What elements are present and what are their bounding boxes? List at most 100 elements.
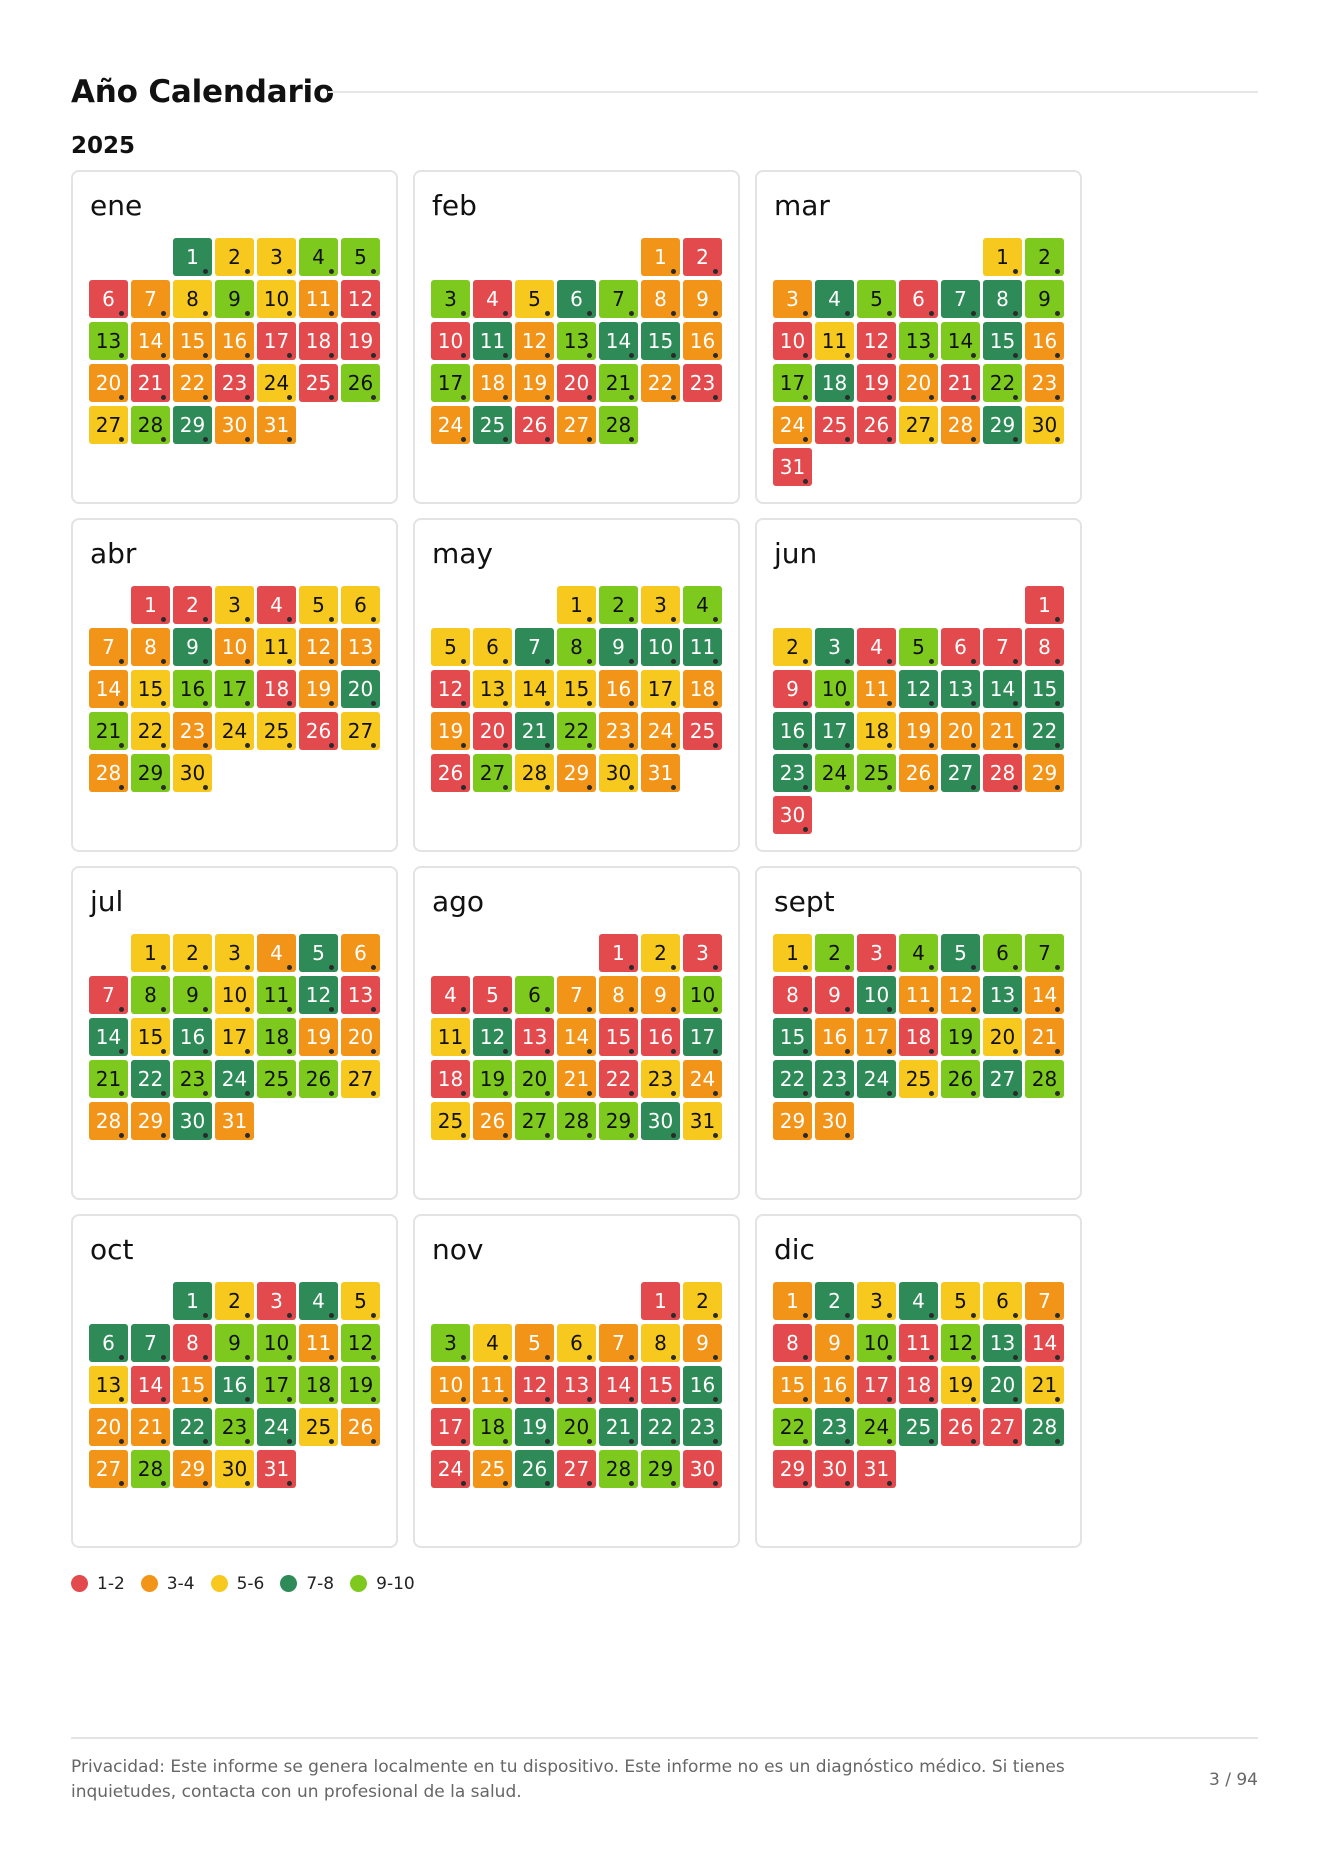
- day-cell[interactable]: 18: [299, 1366, 338, 1404]
- day-cell[interactable]: 10: [815, 670, 854, 708]
- day-cell[interactable]: 7: [557, 976, 596, 1014]
- day-cell[interactable]: 4: [257, 934, 296, 972]
- day-cell[interactable]: 29: [131, 754, 170, 792]
- day-cell[interactable]: 23: [683, 364, 722, 402]
- day-cell[interactable]: 29: [773, 1102, 812, 1140]
- day-cell[interactable]: 2: [599, 586, 638, 624]
- day-cell[interactable]: 26: [299, 712, 338, 750]
- day-cell[interactable]: 19: [341, 322, 380, 360]
- day-cell[interactable]: 31: [773, 448, 812, 486]
- day-cell[interactable]: 6: [89, 1324, 128, 1362]
- day-cell[interactable]: 28: [89, 1102, 128, 1140]
- day-cell[interactable]: 30: [173, 754, 212, 792]
- day-cell[interactable]: 29: [599, 1102, 638, 1140]
- day-cell[interactable]: 13: [89, 1366, 128, 1404]
- day-cell[interactable]: 10: [257, 1324, 296, 1362]
- day-cell[interactable]: 4: [857, 628, 896, 666]
- day-cell[interactable]: 12: [857, 322, 896, 360]
- day-cell[interactable]: 26: [341, 1408, 380, 1446]
- day-cell[interactable]: 27: [557, 406, 596, 444]
- day-cell[interactable]: 24: [215, 712, 254, 750]
- day-cell[interactable]: 16: [1025, 322, 1064, 360]
- day-cell[interactable]: 29: [173, 1450, 212, 1488]
- day-cell[interactable]: 19: [857, 364, 896, 402]
- day-cell[interactable]: 17: [215, 1018, 254, 1056]
- day-cell[interactable]: 23: [773, 754, 812, 792]
- day-cell[interactable]: 15: [773, 1366, 812, 1404]
- day-cell[interactable]: 4: [299, 238, 338, 276]
- day-cell[interactable]: 21: [89, 1060, 128, 1098]
- day-cell[interactable]: 5: [299, 934, 338, 972]
- day-cell[interactable]: 2: [815, 1282, 854, 1320]
- day-cell[interactable]: 31: [257, 406, 296, 444]
- day-cell[interactable]: 30: [641, 1102, 680, 1140]
- day-cell[interactable]: 27: [473, 754, 512, 792]
- day-cell[interactable]: 9: [215, 280, 254, 318]
- day-cell[interactable]: 3: [257, 238, 296, 276]
- day-cell[interactable]: 29: [557, 754, 596, 792]
- day-cell[interactable]: 17: [257, 322, 296, 360]
- day-cell[interactable]: 7: [983, 628, 1022, 666]
- day-cell[interactable]: 22: [1025, 712, 1064, 750]
- day-cell[interactable]: 26: [899, 754, 938, 792]
- day-cell[interactable]: 27: [515, 1102, 554, 1140]
- day-cell[interactable]: 11: [815, 322, 854, 360]
- day-cell[interactable]: 22: [641, 364, 680, 402]
- day-cell[interactable]: 18: [257, 670, 296, 708]
- day-cell[interactable]: 6: [557, 280, 596, 318]
- day-cell[interactable]: 8: [599, 976, 638, 1014]
- day-cell[interactable]: 4: [431, 976, 470, 1014]
- day-cell[interactable]: 10: [857, 976, 896, 1014]
- day-cell[interactable]: 18: [257, 1018, 296, 1056]
- day-cell[interactable]: 18: [815, 364, 854, 402]
- day-cell[interactable]: 15: [983, 322, 1022, 360]
- day-cell[interactable]: 25: [299, 364, 338, 402]
- day-cell[interactable]: 29: [173, 406, 212, 444]
- day-cell[interactable]: 30: [1025, 406, 1064, 444]
- day-cell[interactable]: 22: [131, 1060, 170, 1098]
- day-cell[interactable]: 14: [515, 670, 554, 708]
- day-cell[interactable]: 19: [299, 1018, 338, 1056]
- day-cell[interactable]: 17: [641, 670, 680, 708]
- day-cell[interactable]: 23: [815, 1408, 854, 1446]
- day-cell[interactable]: 25: [473, 406, 512, 444]
- day-cell[interactable]: 28: [89, 754, 128, 792]
- day-cell[interactable]: 11: [473, 322, 512, 360]
- day-cell[interactable]: 7: [89, 628, 128, 666]
- day-cell[interactable]: 18: [899, 1018, 938, 1056]
- day-cell[interactable]: 5: [431, 628, 470, 666]
- day-cell[interactable]: 16: [215, 1366, 254, 1404]
- day-cell[interactable]: 22: [641, 1408, 680, 1446]
- day-cell[interactable]: 28: [515, 754, 554, 792]
- day-cell[interactable]: 28: [599, 406, 638, 444]
- day-cell[interactable]: 9: [641, 976, 680, 1014]
- day-cell[interactable]: 20: [557, 1408, 596, 1446]
- day-cell[interactable]: 13: [557, 322, 596, 360]
- day-cell[interactable]: 17: [773, 364, 812, 402]
- day-cell[interactable]: 15: [173, 1366, 212, 1404]
- day-cell[interactable]: 25: [899, 1408, 938, 1446]
- day-cell[interactable]: 3: [215, 934, 254, 972]
- day-cell[interactable]: 22: [599, 1060, 638, 1098]
- day-cell[interactable]: 5: [515, 1324, 554, 1362]
- day-cell[interactable]: 15: [557, 670, 596, 708]
- day-cell[interactable]: 5: [857, 280, 896, 318]
- day-cell[interactable]: 25: [815, 406, 854, 444]
- day-cell[interactable]: 29: [1025, 754, 1064, 792]
- day-cell[interactable]: 19: [299, 670, 338, 708]
- day-cell[interactable]: 14: [941, 322, 980, 360]
- day-cell[interactable]: 17: [857, 1018, 896, 1056]
- day-cell[interactable]: 12: [515, 322, 554, 360]
- day-cell[interactable]: 24: [431, 1450, 470, 1488]
- day-cell[interactable]: 8: [983, 280, 1022, 318]
- day-cell[interactable]: 17: [815, 712, 854, 750]
- day-cell[interactable]: 8: [131, 976, 170, 1014]
- day-cell[interactable]: 28: [1025, 1408, 1064, 1446]
- day-cell[interactable]: 6: [557, 1324, 596, 1362]
- day-cell[interactable]: 11: [473, 1366, 512, 1404]
- day-cell[interactable]: 1: [773, 934, 812, 972]
- day-cell[interactable]: 14: [983, 670, 1022, 708]
- day-cell[interactable]: 27: [341, 712, 380, 750]
- day-cell[interactable]: 18: [431, 1060, 470, 1098]
- day-cell[interactable]: 8: [557, 628, 596, 666]
